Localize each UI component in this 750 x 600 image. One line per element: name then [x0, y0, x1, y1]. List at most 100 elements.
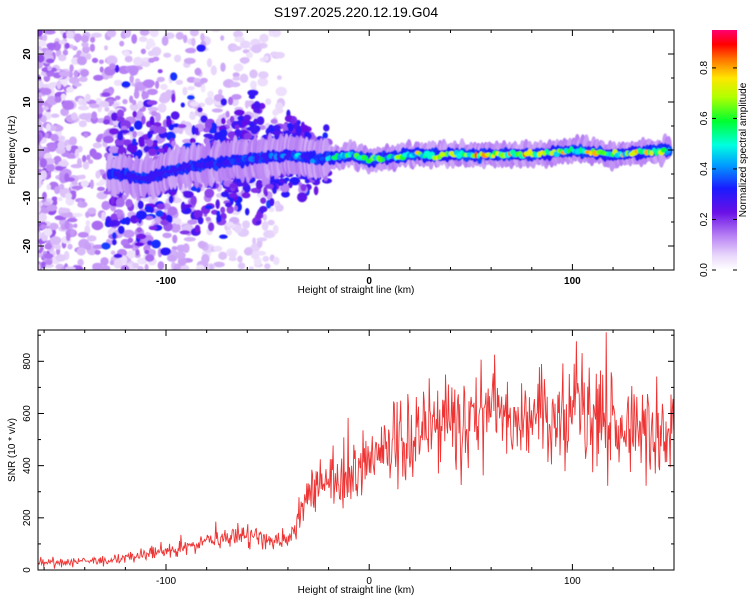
- spectrogram-cell: [144, 205, 153, 213]
- spectrogram-cell: [253, 108, 261, 114]
- spectrogram-cell: [62, 100, 75, 111]
- spectrogram-cell: [193, 209, 203, 219]
- spectrogram-cell: [104, 45, 108, 51]
- spectrogram-cell: [46, 184, 51, 190]
- spectrogram-cell: [233, 30, 244, 38]
- spectrogram-cell: [239, 40, 251, 49]
- spectrogram-cell: [205, 216, 211, 222]
- spectrogram-cell: [69, 136, 77, 146]
- spectrogram-cell: [148, 195, 158, 205]
- spectrogram-cell: [256, 116, 265, 126]
- spectrogram-cell: [229, 81, 241, 88]
- spectrogram-cell: [58, 54, 67, 62]
- spectrogram-cell: [161, 35, 169, 46]
- spectrogram-cell: [131, 34, 138, 44]
- spectrogram-cell: [38, 225, 41, 233]
- spectrogram-cell: [197, 216, 204, 225]
- spectrogram-cell: [243, 247, 253, 256]
- spectrogram-cell: [38, 30, 43, 37]
- spectrogram-cell: [250, 126, 259, 135]
- spectrogram-cell: [229, 115, 235, 123]
- spectrogram-ridge-cell: [125, 171, 129, 177]
- spectrogram-cell: [146, 38, 155, 49]
- spectrogram-cell: [197, 107, 203, 113]
- spectrogram-cell: [189, 101, 199, 107]
- spectrogram-cell: [91, 111, 98, 120]
- spectrogram-cell: [132, 110, 137, 118]
- spectrogram-cell: [234, 109, 245, 116]
- spectrogram-cell: [148, 225, 158, 231]
- spectrogram-cell: [44, 49, 53, 56]
- spectrogram-cell: [76, 247, 86, 256]
- spectrogram-ridge-cell: [210, 160, 215, 167]
- spectrogram-cell: [213, 245, 223, 252]
- spectrogram-cell: [70, 190, 77, 200]
- spectrogram-cell: [200, 33, 205, 42]
- spectrogram-cell: [124, 55, 133, 63]
- spectrogram-cell: [63, 212, 73, 218]
- spectrogram-cell: [142, 79, 155, 88]
- spectrogram-cell: [226, 205, 234, 214]
- spectrogram-cell: [290, 116, 295, 125]
- spectrogram-cell: [145, 254, 155, 262]
- spectrogram-cell: [115, 197, 125, 208]
- spectrogram-cell: [168, 195, 174, 204]
- spectrogram-cell: [73, 70, 79, 78]
- spectrogram-cell: [65, 177, 75, 182]
- spectrogram-cell: [137, 266, 144, 270]
- spectrogram-cell: [187, 95, 195, 100]
- spectrogram-cell: [38, 80, 44, 89]
- spectrogram-cell: [182, 86, 188, 96]
- spectrogram-cell: [151, 239, 161, 249]
- spectrogram-cell: [220, 117, 226, 125]
- spectrogram-cell: [283, 130, 292, 136]
- spectrogram-cell: [261, 221, 269, 231]
- spectrogram-cell: [234, 225, 243, 234]
- spectrogram-cell: [44, 259, 53, 265]
- spectrogram-cell: [256, 237, 268, 242]
- spectrogram-cell: [121, 81, 131, 88]
- spectrogram-cell: [134, 120, 143, 130]
- spectrogram-cell: [119, 40, 125, 47]
- spectrogram-cell: [114, 64, 120, 73]
- spectrogram-cell: [73, 223, 78, 229]
- spectrogram-cell: [92, 152, 103, 160]
- spectrogram-cell: [156, 148, 167, 153]
- spectrogram-cell: [74, 148, 80, 159]
- spectrogram-cell: [127, 237, 134, 243]
- spectrogram-cell: [123, 244, 134, 249]
- spectrogram-cell: [77, 105, 90, 111]
- spectrogram-cell: [191, 37, 196, 47]
- spectrogram-cell: [258, 71, 269, 79]
- spectrogram-cell: [89, 103, 100, 109]
- spectrogram-cell: [267, 219, 275, 226]
- spectrogram-cell: [38, 61, 43, 69]
- spectrogram-cell: [204, 188, 215, 199]
- spectrogram-cell: [122, 229, 135, 238]
- spectrogram-cell: [194, 224, 201, 233]
- spectrogram-cell: [232, 76, 241, 81]
- spectrogram-cell: [269, 198, 275, 207]
- spectrogram-cell: [160, 83, 168, 90]
- spectrogram-cell: [41, 261, 46, 269]
- spectrogram-cell: [54, 243, 62, 250]
- spectrogram-cell: [45, 58, 55, 64]
- spectrogram-cell: [138, 136, 145, 146]
- spectrogram-cell: [157, 103, 167, 113]
- spectrogram-cell: [106, 30, 117, 38]
- spectrogram-cell: [40, 87, 52, 95]
- spectrogram-cell: [116, 116, 125, 122]
- spectrogram-cell: [160, 219, 169, 226]
- spectrogram-cell: [144, 249, 150, 255]
- spectrogram-cell: [101, 242, 111, 250]
- spectrogram-cell: [88, 159, 94, 165]
- spectrogram-cell: [110, 250, 116, 255]
- spectrogram-cell: [234, 36, 245, 43]
- spectrogram-cell: [58, 207, 71, 213]
- spectrogram-cell: [68, 44, 74, 49]
- spectrogram-cell: [51, 196, 58, 202]
- spectrogram-cell: [248, 94, 256, 100]
- x-tick-label: -100: [156, 576, 176, 587]
- spectrogram-cell: [102, 119, 111, 125]
